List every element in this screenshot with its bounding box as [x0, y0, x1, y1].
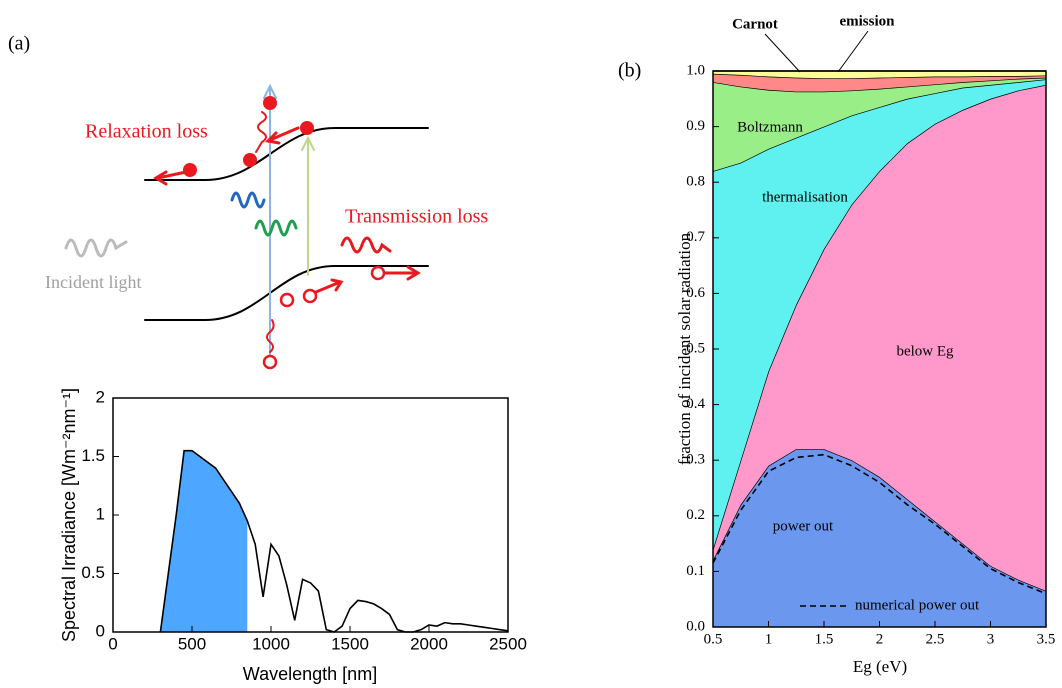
pointer [764, 30, 869, 73]
legend-label: numerical power out [855, 597, 980, 613]
y-tick-label: 0.1 [686, 563, 705, 579]
diagram-label: Incident light [45, 272, 141, 292]
diagram-label: Transmission loss [345, 206, 488, 228]
y-tick-label: 0.0 [686, 618, 705, 634]
arrow [153, 170, 188, 186]
photon-wave [340, 236, 392, 254]
y-tick-label: 0.3 [686, 452, 705, 468]
y-tick-label: 0.5 [81, 563, 105, 582]
y-tick-label: 2 [96, 387, 105, 406]
area-label: emission [839, 13, 895, 29]
y-tick-label: 1 [96, 504, 105, 523]
x-tick-label: 1.5 [815, 631, 834, 647]
hole [279, 292, 295, 308]
x-tick-label: 2000 [410, 634, 448, 653]
y-tick-label: 0.2 [686, 507, 705, 523]
electron [183, 163, 197, 177]
arrow [384, 265, 421, 281]
y-tick-label: 0.9 [686, 118, 705, 134]
y-tick-label: 1.0 [686, 62, 705, 78]
band-diagram [64, 83, 429, 370]
x-tick-label: 3 [987, 631, 995, 647]
hole [370, 265, 386, 281]
x-tick-label: 1 [765, 631, 773, 647]
area [160, 450, 248, 632]
x-tick-label: 2500 [489, 634, 527, 653]
electron [263, 96, 277, 110]
x-tick-label: 500 [178, 634, 206, 653]
y-tick-label: 0.4 [686, 396, 705, 412]
area-label: below Eg [896, 343, 954, 359]
stack-area [713, 71, 1046, 79]
y-tick-label: 0.7 [686, 229, 705, 245]
absorption-arrow [263, 83, 277, 361]
y-axis-label: Spectral Irradiance [Wm⁻²nm⁻¹] [59, 388, 79, 642]
area-label: power out [773, 518, 834, 534]
y-tick-label: 0.8 [686, 174, 705, 190]
area-label: Boltzmann [737, 119, 803, 135]
arrow [264, 126, 300, 145]
x-tick-label: 3.5 [1037, 631, 1056, 647]
relaxation-wave [255, 111, 267, 153]
relaxation-wave [266, 319, 275, 353]
area-label: thermalisation [762, 189, 848, 205]
x-tick-label: 1000 [252, 634, 290, 653]
area-label: Carnot [732, 16, 778, 32]
x-tick-label: 0.5 [704, 631, 723, 647]
panel-label: (b) [618, 60, 641, 82]
hole [302, 288, 318, 304]
stack-area [713, 79, 1046, 550]
y-tick-label: 0.5 [686, 340, 705, 356]
photon-wave [230, 191, 266, 209]
x-axis-label: Eg (eV) [853, 657, 907, 676]
x-tick-label: 2.5 [926, 631, 945, 647]
absorption-arrow [301, 135, 315, 276]
diagram-label: Relaxation loss [85, 121, 208, 143]
x-tick-label: 2 [876, 631, 884, 647]
y-tick-label: 0.6 [686, 285, 705, 301]
x-tick-label: 1500 [331, 634, 369, 653]
hole [262, 354, 278, 370]
stack-area [713, 77, 1046, 172]
electron [300, 121, 314, 135]
electron [243, 153, 257, 167]
x-axis-label: Wavelength [nm] [243, 664, 377, 684]
arrow [314, 278, 344, 294]
y-axis-label: fraction of incident solar radiation [675, 232, 694, 465]
panel-label: (a) [8, 33, 30, 55]
y-tick-label: 1.5 [81, 446, 105, 465]
stack-area [713, 84, 1046, 591]
photon-wave [64, 238, 128, 258]
y-tick-label: 0 [96, 621, 105, 640]
x-tick-label: 0 [108, 634, 117, 653]
photon-wave [254, 219, 298, 237]
stack-area [713, 449, 1046, 627]
